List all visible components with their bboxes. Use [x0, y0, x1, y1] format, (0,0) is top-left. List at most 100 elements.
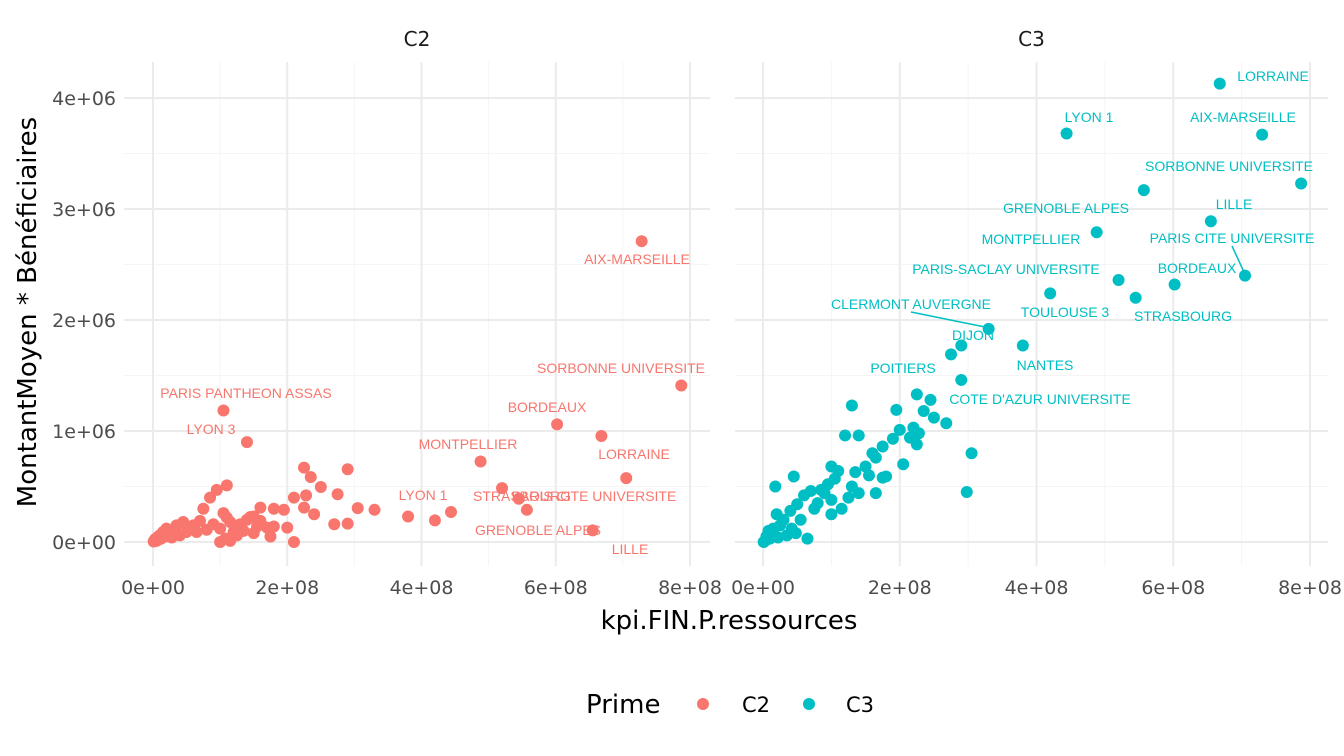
point-label: PARIS CITE UNIVERSITE [1150, 230, 1315, 246]
x-tick-label: 4e+08 [390, 577, 454, 599]
x-tick-label: 2e+08 [868, 577, 932, 599]
data-point [341, 517, 354, 530]
panel-c2: C2 0e+00 2e+08 4e+08 6e+08 8e+08 0e+00 1e+06 2e+… [52, 27, 722, 599]
point-label: POITIERS [870, 360, 935, 376]
y-tick-label: 0e+00 [52, 532, 116, 554]
data-point [328, 518, 341, 531]
data-point [893, 423, 906, 436]
data-point [287, 536, 300, 548]
data-point [852, 429, 865, 442]
data-point [254, 501, 267, 514]
data-point [217, 404, 230, 417]
data-point [955, 339, 968, 352]
point-label: STRASBOURG [1134, 308, 1232, 324]
data-point [620, 472, 633, 485]
data-point [298, 461, 311, 474]
data-point [1060, 127, 1073, 140]
data-point [784, 504, 797, 517]
data-point [835, 502, 848, 515]
data-point [1204, 215, 1217, 228]
data-point [277, 503, 290, 516]
data-point [351, 502, 364, 515]
point-label: CLERMONT AUVERGNE [831, 296, 991, 312]
data-point [341, 463, 354, 476]
data-point [445, 506, 458, 519]
label-leader-line [910, 311, 986, 328]
data-point [808, 502, 821, 515]
point-label: BORDEAUX [508, 399, 587, 415]
x-tick-label: 0e+00 [731, 577, 795, 599]
data-point [300, 489, 313, 502]
data-point [368, 503, 381, 516]
data-point [586, 524, 599, 537]
point-label: SORBONNE UNIVERSITE [537, 360, 705, 376]
data-point [1044, 287, 1057, 300]
data-point [224, 516, 237, 529]
legend-key-c3-swatch [803, 698, 815, 710]
data-point [595, 429, 608, 442]
data-point [886, 432, 899, 445]
data-point [428, 514, 441, 527]
x-tick-label: 8e+08 [658, 577, 722, 599]
x-tick-label: 6e+08 [524, 577, 588, 599]
data-point [1090, 226, 1103, 239]
data-point [965, 447, 978, 460]
data-point [512, 492, 525, 505]
data-point [798, 489, 811, 502]
data-point [1168, 278, 1181, 291]
data-point [869, 451, 882, 464]
data-point [917, 405, 930, 418]
data-point [897, 458, 910, 471]
data-point [789, 527, 802, 540]
point-label: GRENOBLE ALPES [475, 522, 601, 538]
panel-c3: C3 0e+00 2e+08 4e+08 6e+08 8e+08 LORRAINE LYON … [731, 27, 1342, 599]
data-point [197, 502, 210, 515]
data-point [801, 532, 814, 545]
legend-title: Prime [586, 690, 660, 720]
data-point [237, 524, 250, 537]
data-point [960, 486, 973, 499]
data-point [251, 520, 264, 533]
point-label: BORDEAUX [1158, 260, 1237, 276]
data-point [955, 373, 968, 386]
facet-strip-title: C2 [404, 27, 431, 51]
data-point [869, 487, 882, 500]
data-point [862, 469, 875, 482]
data-point [240, 436, 253, 449]
data-point [214, 522, 227, 535]
point-label: MONTPELLIER [419, 436, 518, 452]
data-point [474, 455, 487, 468]
x-tick-label: 6e+08 [1141, 577, 1205, 599]
data-point [331, 488, 344, 501]
data-point [982, 322, 995, 335]
data-point [890, 403, 903, 416]
point-label: AIX-MARSEILLE [584, 251, 690, 267]
data-point [818, 487, 831, 500]
data-point [287, 491, 300, 504]
point-label: LORRAINE [1237, 68, 1309, 84]
data-point [940, 417, 953, 430]
point-label: GRENOBLE ALPES [1003, 200, 1129, 216]
data-point [842, 491, 855, 504]
point-label: LORRAINE [598, 446, 670, 462]
data-point [214, 536, 227, 548]
point-label: LILLE [1216, 196, 1253, 212]
y-tick-label: 2e+06 [52, 310, 116, 332]
data-point [1256, 128, 1269, 141]
panels: C2 0e+00 2e+08 4e+08 6e+08 8e+08 0e+00 1e+06 2e+… [52, 27, 1342, 599]
data-point [304, 471, 317, 484]
data-point [1239, 269, 1252, 282]
x-axis-title: kpi.FIN.P.ressources [601, 606, 858, 636]
x-tick-label: 0e+00 [121, 577, 185, 599]
data-point [876, 471, 889, 484]
data-point [910, 438, 923, 451]
legend-key-c2: C2 [742, 693, 770, 717]
data-point [267, 502, 280, 515]
label-leader-line [1231, 245, 1245, 273]
data-point [757, 536, 770, 548]
data-point [876, 440, 889, 453]
x-tick-label: 4e+08 [1005, 577, 1069, 599]
data-point [787, 470, 800, 483]
data-point [635, 235, 648, 248]
